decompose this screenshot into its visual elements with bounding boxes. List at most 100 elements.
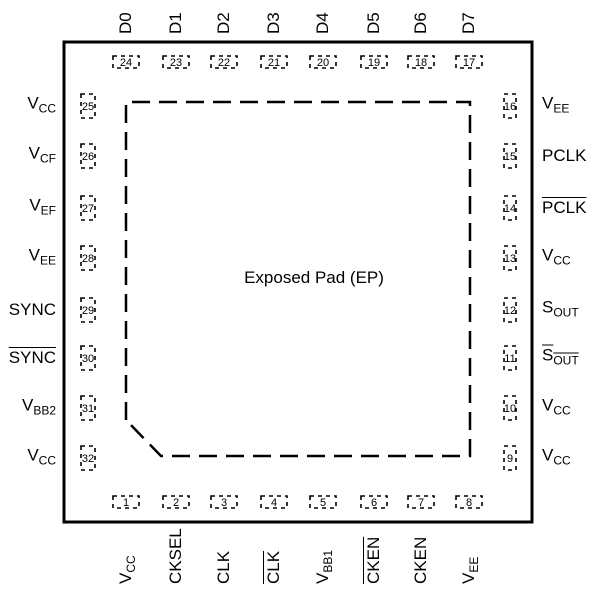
pin-label-16: VEE — [542, 94, 569, 119]
pin-number-20: 20 — [317, 57, 329, 69]
pin-label-8: VEE — [459, 557, 484, 584]
pin-pad-24 — [112, 55, 140, 69]
pin-name: D2 — [214, 12, 233, 34]
pin-number-30: 30 — [82, 353, 94, 365]
pin-18: 18 — [407, 55, 435, 69]
pin-name-subscript: OUT — [553, 353, 579, 368]
pin-6: 6 — [360, 495, 388, 509]
pin-name: V — [542, 93, 554, 113]
pin-name: V — [21, 395, 34, 415]
pin-label-10: VCC — [542, 396, 571, 421]
pin-pad-30 — [80, 345, 96, 371]
pin-label-20: D4 — [313, 12, 333, 34]
pin-17: 17 — [455, 55, 483, 69]
pin-number-15: 15 — [504, 151, 516, 163]
pin-name: V — [28, 245, 40, 265]
pin-label-13: VCC — [542, 246, 571, 271]
pin-9: 9 — [503, 445, 517, 471]
pin-32: 32 — [80, 445, 96, 471]
pin-1: 1 — [112, 495, 140, 509]
pin-pad-4 — [260, 495, 288, 509]
pin-name: D1 — [166, 12, 185, 34]
pin-15: 15 — [503, 143, 517, 169]
pin-name: D6 — [411, 12, 430, 34]
pin-26: 26 — [80, 143, 96, 169]
pin-name: CLK — [214, 550, 233, 584]
pin-number-28: 28 — [82, 253, 94, 265]
pin-number-21: 21 — [268, 57, 280, 69]
pin-pad-9 — [503, 445, 517, 471]
pin-pad-28 — [80, 245, 96, 271]
pin-label-5: VBB1 — [313, 550, 338, 584]
pin-25: 25 — [80, 93, 96, 119]
pin-pad-20 — [309, 55, 337, 69]
pin-16: 16 — [503, 93, 517, 119]
pin-name: V — [28, 143, 40, 163]
pin-label-23: D1 — [166, 12, 186, 34]
pin-pad-7 — [407, 495, 435, 509]
pin-label-6: CKEN — [364, 537, 384, 584]
pin-pad-23 — [162, 55, 190, 69]
pin-pad-12 — [503, 297, 517, 323]
pin-number-13: 13 — [504, 253, 516, 265]
pin-name-subscript: EE — [39, 253, 56, 268]
pin-label-25: VCC — [27, 94, 56, 119]
pin-name: CKSEL — [166, 528, 185, 584]
pin-name: V — [459, 572, 478, 584]
pin-2: 2 — [162, 495, 190, 509]
pin-name-subscript: EE — [467, 556, 481, 573]
pin-label-15: PCLK — [542, 146, 586, 166]
pin-label-11: SOUT — [542, 346, 579, 371]
pin-label-4: CLK — [264, 551, 284, 584]
pin-name-subscript: CF — [40, 151, 56, 166]
pin-8: 8 — [455, 495, 483, 509]
pin-pad-18 — [407, 55, 435, 69]
pin-pad-5 — [309, 495, 337, 509]
pin-pad-29 — [80, 297, 96, 323]
pin-24: 24 — [112, 55, 140, 69]
pin-27: 27 — [80, 195, 96, 221]
pin-pad-11 — [503, 345, 517, 371]
pin-name-subscript: EF — [40, 203, 56, 218]
pin-number-3: 3 — [221, 497, 227, 509]
pin-29: 29 — [80, 297, 96, 323]
pin-number-27: 27 — [82, 203, 94, 215]
pin-label-14: PCLK — [542, 198, 586, 218]
pin-pad-3 — [210, 495, 238, 509]
pin-name: SYNC — [8, 300, 56, 319]
package-outline — [62, 40, 534, 524]
pin-label-19: D5 — [364, 12, 384, 34]
pin-pad-15 — [503, 143, 517, 169]
pin-21: 21 — [260, 55, 288, 69]
pin-name: V — [313, 572, 332, 584]
pin-label-22: D2 — [214, 12, 234, 34]
pin-pad-22 — [210, 55, 238, 69]
pin-pad-2 — [162, 495, 190, 509]
pin-name: V — [542, 395, 554, 415]
pin-number-23: 23 — [170, 57, 182, 69]
pin-label-27: VEF — [29, 196, 56, 221]
pin-number-26: 26 — [82, 151, 94, 163]
pin-name: V — [29, 195, 41, 215]
exposed-pad-label: Exposed Pad (EP) — [244, 268, 384, 287]
pin-name: V — [116, 572, 135, 584]
pin-label-12: SOUT — [542, 298, 579, 323]
pin-label-21: D3 — [264, 12, 284, 34]
pin-label-9: VCC — [542, 446, 571, 471]
pin-number-4: 4 — [271, 497, 277, 509]
pin-number-2: 2 — [173, 497, 179, 509]
pin-label-31: VBB2 — [22, 396, 56, 421]
pin-number-18: 18 — [415, 57, 427, 69]
pin-number-1: 1 — [123, 497, 129, 509]
pin-pad-32 — [80, 445, 96, 471]
pin-number-7: 7 — [418, 497, 424, 509]
pin-name: D5 — [364, 12, 383, 34]
pin-28: 28 — [80, 245, 96, 271]
pin-name: D7 — [459, 12, 478, 34]
exposed-pad-outline — [124, 100, 472, 458]
pin-name: V — [542, 445, 554, 465]
pin-pad-27 — [80, 195, 96, 221]
pin-4: 4 — [260, 495, 288, 509]
pin-number-19: 19 — [368, 57, 380, 69]
